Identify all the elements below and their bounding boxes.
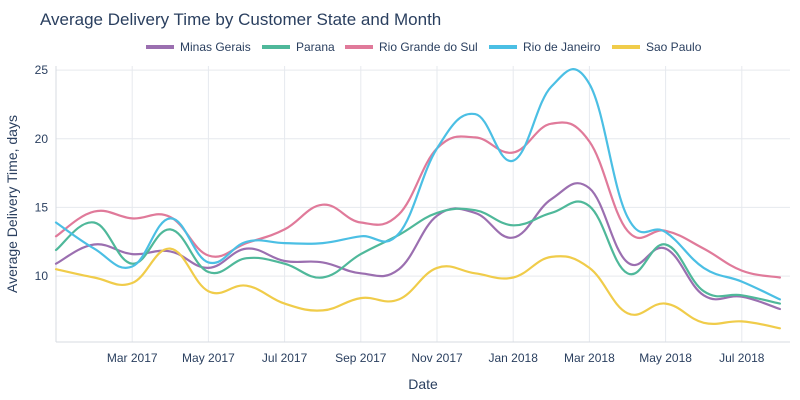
series-line-sao-paulo <box>54 247 781 330</box>
legend-label: Rio de Janeiro <box>523 40 601 54</box>
y-tick-label: 25 <box>35 63 49 77</box>
legend-label: Rio Grande do Sul <box>379 40 478 54</box>
x-tick-label: Jul 2017 <box>262 351 308 365</box>
x-tick-label: Mar 2018 <box>564 351 615 365</box>
axes <box>55 66 790 343</box>
y-axis-title: Average Delivery Time, days <box>4 115 20 293</box>
y-tick-label: 15 <box>35 200 49 214</box>
y-tick-label: 10 <box>35 269 49 283</box>
legend-label: Minas Gerais <box>180 40 251 54</box>
x-tick-label: May 2017 <box>182 351 235 365</box>
legend: Minas Gerais Parana Rio Grande do Sul Rio d… <box>146 40 702 54</box>
gridlines <box>56 66 790 342</box>
series-line-rio-grande-do-sul <box>54 121 781 279</box>
x-tick-label: Mar 2017 <box>107 351 158 365</box>
legend-item-rio-grande-do-sul[interactable]: Rio Grande do Sul <box>345 40 478 54</box>
chart-title: Average Delivery Time by Customer State … <box>40 10 441 29</box>
y-tick-label: 20 <box>35 132 49 146</box>
x-tick-label: Sep 2017 <box>335 351 387 365</box>
legend-item-sao-paulo[interactable]: Sao Paulo <box>612 40 702 54</box>
series-line-minas-gerais <box>54 182 781 311</box>
x-tick-label: Jul 2018 <box>719 351 765 365</box>
series-line-parana <box>54 200 781 305</box>
legend-item-rio-de-janeiro[interactable]: Rio de Janeiro <box>489 40 601 54</box>
legend-item-minas-gerais[interactable]: Minas Gerais <box>146 40 251 54</box>
x-axis-title: Date <box>408 376 438 392</box>
x-tick-label: Nov 2017 <box>411 351 463 365</box>
x-tick-label: May 2018 <box>639 351 692 365</box>
x-tick-labels: Mar 2017 May 2017 Jul 2017 Sep 2017 Nov 2017… <box>107 351 765 365</box>
legend-label: Sao Paulo <box>646 40 702 54</box>
legend-item-parana[interactable]: Parana <box>262 40 335 54</box>
plot-series <box>54 68 781 330</box>
y-tick-labels: 10 15 20 25 <box>35 63 49 283</box>
x-tick-label: Jan 2018 <box>489 351 539 365</box>
series-line-rio-de-janeiro <box>54 68 781 301</box>
legend-label: Parana <box>296 40 335 54</box>
